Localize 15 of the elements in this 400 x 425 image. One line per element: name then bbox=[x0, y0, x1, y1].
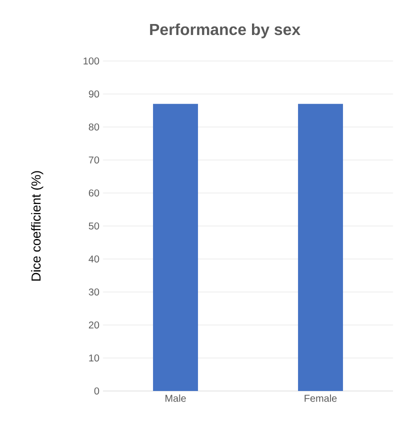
y-tick-label: 80 bbox=[88, 123, 100, 131]
x-tick-label: Female bbox=[304, 394, 337, 402]
y-tick-label: 0 bbox=[94, 387, 100, 395]
y-axis-title: Dice coefficient (%) bbox=[31, 171, 44, 281]
y-tick-label: 60 bbox=[88, 189, 100, 197]
y-tick-label: 70 bbox=[88, 156, 100, 164]
chart-title: Performance by sex bbox=[150, 23, 300, 38]
y-tick-label: 30 bbox=[88, 288, 100, 296]
y-tick-label: 50 bbox=[88, 222, 100, 230]
x-tick-label: Male bbox=[166, 394, 186, 402]
y-tick-label: 20 bbox=[88, 321, 100, 329]
y-tick-label: 40 bbox=[88, 255, 100, 263]
y-tick-label: 10 bbox=[89, 354, 100, 362]
y-tick-label: 90 bbox=[88, 90, 100, 98]
y-tick-label: 100 bbox=[84, 57, 100, 65]
